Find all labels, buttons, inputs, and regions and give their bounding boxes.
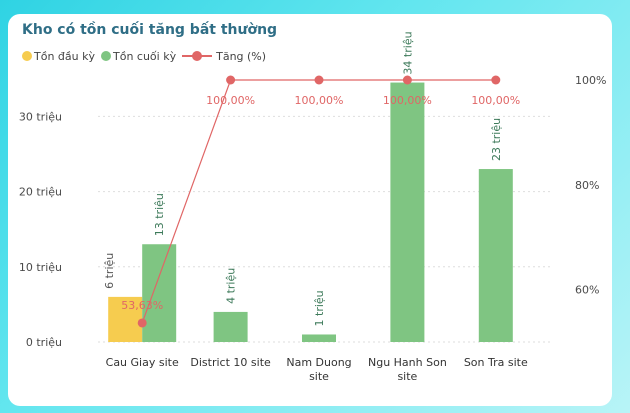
y-left-tick-label: 30 triệu: [19, 110, 62, 123]
legend-label-closing: Tồn cuối kỳ: [113, 49, 177, 63]
bar-closing: [478, 169, 513, 342]
bar-closing: [390, 82, 425, 342]
bar-opening: [108, 296, 143, 342]
increase-point: [491, 75, 501, 85]
legend-item-increase[interactable]: Tăng (%): [182, 50, 266, 63]
data-label-increase: 100,00%: [383, 94, 432, 107]
legend-label-increase: Tăng (%): [216, 49, 267, 63]
data-label-closing: 34 triệu: [401, 31, 414, 74]
data-label-closing: 23 triệu: [490, 118, 503, 161]
bar-closing: [213, 311, 248, 342]
bar-closing: [302, 334, 336, 342]
data-label-closing: 4 triệu: [225, 268, 238, 304]
increase-point: [226, 75, 236, 85]
chart-title: Kho có tồn cuối tăng bất thường: [22, 22, 278, 38]
bar-closing: [142, 244, 177, 342]
x-tick-label: Nam Duong: [286, 356, 351, 369]
legend: Tồn đầu kỳ Tồn cuối kỳ Tăng (%): [22, 48, 272, 64]
y-left-tick-label: 20 triệu: [19, 186, 62, 199]
x-tick-label: Ngu Hanh Son: [368, 356, 447, 369]
legend-swatch-closing: [101, 51, 111, 61]
increase-point: [137, 318, 147, 328]
x-tick-label: Son Tra site: [464, 356, 528, 369]
x-tick-label: District 10 site: [190, 356, 271, 369]
legend-label-opening: Tồn đầu kỳ: [34, 49, 95, 63]
data-label-increase: 100,00%: [471, 94, 520, 107]
y-right-tick-label: 60%: [575, 284, 599, 297]
x-tick-label: Cau Giay site: [106, 356, 179, 369]
y-right-tick-label: 100%: [575, 74, 606, 87]
legend-item-closing[interactable]: Tồn cuối kỳ: [101, 50, 176, 63]
data-label-increase: 100,00%: [295, 94, 344, 107]
legend-item-opening[interactable]: Tồn đầu kỳ: [22, 50, 95, 63]
x-tick-label: site: [309, 370, 329, 383]
data-label-closing: 13 triệu: [153, 193, 166, 236]
increase-point: [314, 75, 324, 85]
y-left-tick-label: 10 triệu: [19, 261, 62, 274]
data-label-increase: 53,63%: [121, 299, 163, 312]
y-left-tick-label: 0 triệu: [26, 336, 62, 349]
y-right-tick-label: 80%: [575, 179, 599, 192]
increase-point: [402, 75, 412, 85]
x-tick-label: site: [397, 370, 417, 383]
data-label-closing: 1 triệu: [313, 290, 326, 326]
legend-swatch-opening: [22, 51, 32, 61]
data-label-opening: 6 triệu: [103, 253, 116, 289]
legend-swatch-increase: [182, 51, 213, 61]
data-label-increase: 100,00%: [206, 94, 255, 107]
